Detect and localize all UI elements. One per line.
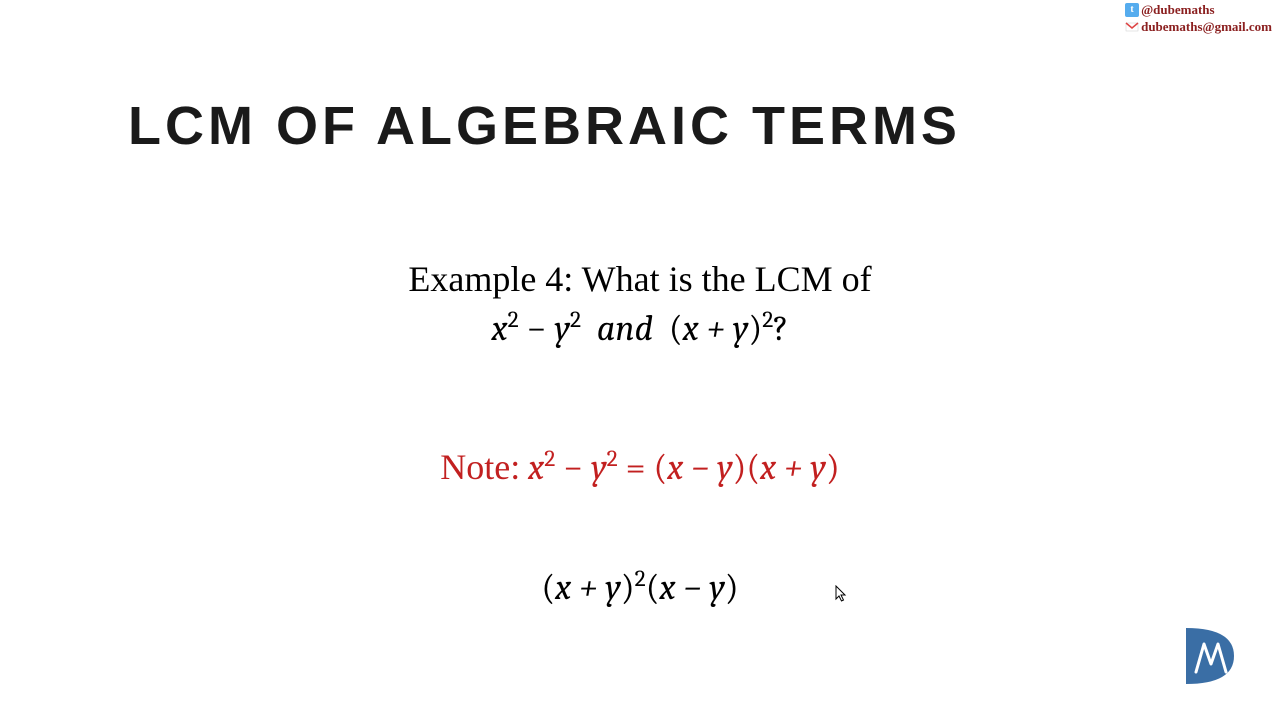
example-block: Example 4: What is the LCM of x2 − y2 an… <box>0 258 1280 349</box>
twitter-icon: t <box>1125 3 1139 17</box>
and-word: and <box>597 308 653 349</box>
page-title: LCM OF ALGEBRAIC TERMS <box>128 95 961 157</box>
twitter-row: t @dubemaths <box>1125 2 1272 19</box>
note-factor1: x − y <box>667 447 732 488</box>
answer-factor1: x + y <box>555 567 621 608</box>
example-prompt: Example 4: What is the LCM of <box>0 258 1280 300</box>
note-block: Note: x2 − y2 = (x − y)(x + y) <box>0 445 1280 488</box>
email-address: dubemaths@gmail.com <box>1141 19 1272 36</box>
cursor-icon <box>835 585 849 608</box>
var-x: x <box>492 308 508 349</box>
twitter-handle: @dubemaths <box>1141 2 1215 19</box>
note-label: Note: <box>440 447 520 487</box>
answer-factor2: x − y <box>659 567 724 608</box>
brand-logo <box>1182 624 1238 688</box>
example-expression: x2 − y2 and (x + y)2? <box>0 306 1280 349</box>
answer-block: (x + y)2(x − y) <box>0 565 1280 608</box>
expr2-inner: x + y <box>683 308 749 349</box>
gmail-icon <box>1125 20 1139 34</box>
note-factor2: x + y <box>760 447 826 488</box>
note-lhs-a: x <box>528 447 544 488</box>
email-row: dubemaths@gmail.com <box>1125 19 1272 36</box>
social-handles: t @dubemaths dubemaths@gmail.com <box>1125 2 1272 36</box>
question-mark: ? <box>773 308 788 349</box>
note-lhs-b: y <box>591 447 607 488</box>
var-y: y <box>554 308 570 349</box>
